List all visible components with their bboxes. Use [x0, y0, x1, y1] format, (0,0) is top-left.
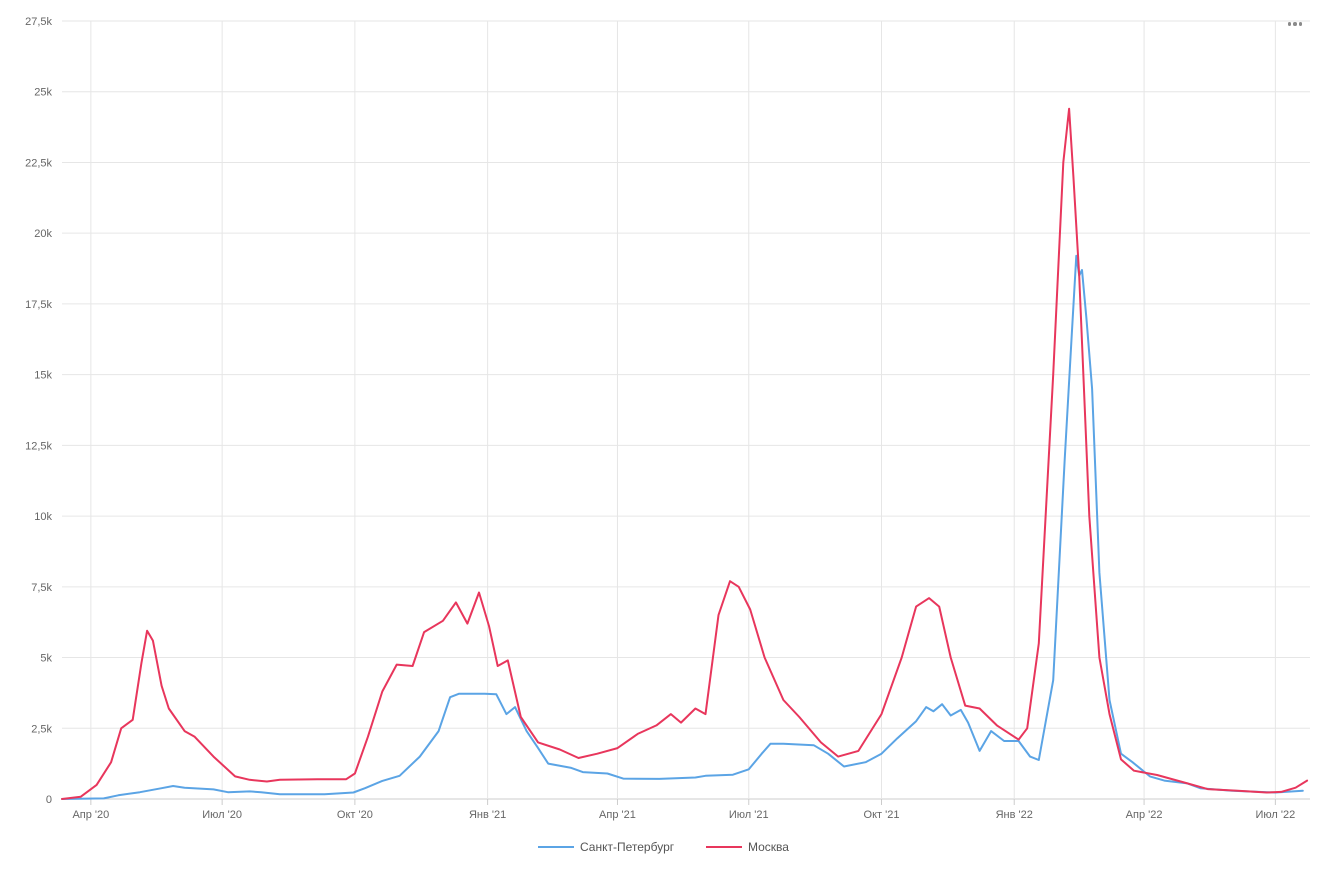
y-tick-label: 2,5k: [31, 723, 52, 735]
x-tick-label: Июл '20: [202, 809, 242, 821]
chart-legend[interactable]: Санкт-Петербург Москва: [538, 840, 789, 854]
y-tick-label: 27,5k: [25, 16, 52, 28]
x-tick-label: Июл '21: [729, 809, 769, 821]
y-tick-label: 5k: [40, 653, 52, 665]
y-tick-label: 25k: [34, 87, 52, 99]
y-axis: 0 2,5k 5k 7,5k 10k 12,5k 15k 17,5k 20k 22,5k 25k 27…: [25, 16, 52, 806]
y-tick-label: 17,5k: [25, 299, 52, 311]
chart-grid: [62, 20, 1310, 800]
legend-item-moscow[interactable]: Москва: [706, 840, 789, 854]
x-tick-label: Апр '20: [72, 809, 109, 821]
legend-label-spb: Санкт-Петербург: [580, 840, 675, 854]
x-tick-label: Янв '22: [996, 809, 1033, 821]
y-tick-label: 0: [46, 794, 52, 806]
x-axis: Апр '20 Июл '20 Окт '20 Янв '21 Апр '21 Июл '…: [72, 799, 1295, 821]
chart-series: [61, 107, 1309, 800]
y-tick-label: 7,5k: [31, 582, 52, 594]
y-tick-label: 10k: [34, 511, 52, 523]
x-tick-label: Окт '21: [864, 809, 900, 821]
legend-label-moscow: Москва: [748, 840, 789, 854]
x-tick-label: Апр '21: [599, 809, 636, 821]
y-tick-label: 22,5k: [25, 157, 52, 169]
chart-menu-button[interactable]: [1284, 16, 1306, 32]
x-tick-label: Янв '21: [469, 809, 506, 821]
x-tick-label: Июл '22: [1256, 809, 1296, 821]
x-tick-label: Окт '20: [337, 809, 373, 821]
y-tick-label: 20k: [34, 228, 52, 240]
series-line-1[interactable]: [61, 107, 1309, 800]
y-tick-label: 12,5k: [25, 440, 52, 452]
series-line-0[interactable]: [61, 254, 1304, 800]
legend-item-spb[interactable]: Санкт-Петербург: [538, 840, 675, 854]
more-horizontal-icon: [1287, 22, 1292, 26]
y-tick-label: 15k: [34, 370, 52, 382]
x-tick-label: Апр '22: [1126, 809, 1163, 821]
